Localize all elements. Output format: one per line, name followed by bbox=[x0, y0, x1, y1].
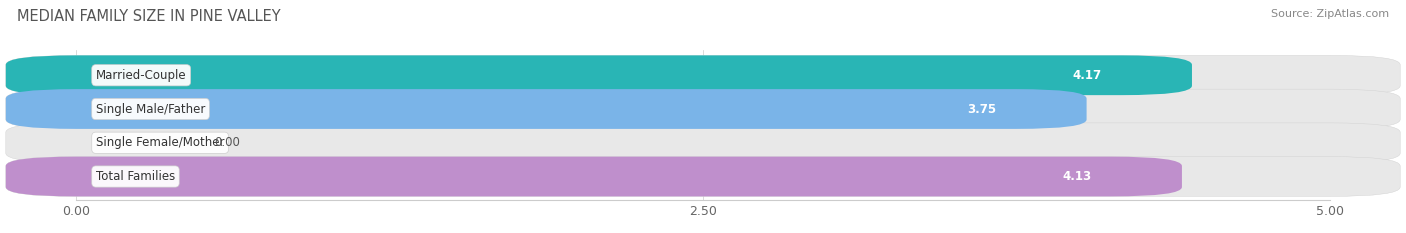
FancyBboxPatch shape bbox=[6, 157, 1182, 196]
Text: Total Families: Total Families bbox=[96, 170, 176, 183]
Text: MEDIAN FAMILY SIZE IN PINE VALLEY: MEDIAN FAMILY SIZE IN PINE VALLEY bbox=[17, 9, 281, 24]
Text: Single Male/Father: Single Male/Father bbox=[96, 103, 205, 116]
FancyBboxPatch shape bbox=[6, 123, 1400, 163]
FancyBboxPatch shape bbox=[6, 157, 1400, 196]
Text: 4.13: 4.13 bbox=[1063, 170, 1092, 183]
Text: 0.00: 0.00 bbox=[214, 136, 239, 149]
Text: Single Female/Mother: Single Female/Mother bbox=[96, 136, 225, 149]
Text: Source: ZipAtlas.com: Source: ZipAtlas.com bbox=[1271, 9, 1389, 19]
Text: 3.75: 3.75 bbox=[967, 103, 997, 116]
Text: Married-Couple: Married-Couple bbox=[96, 69, 187, 82]
Text: 4.17: 4.17 bbox=[1073, 69, 1102, 82]
FancyBboxPatch shape bbox=[6, 89, 1400, 129]
FancyBboxPatch shape bbox=[6, 89, 1087, 129]
FancyBboxPatch shape bbox=[6, 55, 1400, 95]
FancyBboxPatch shape bbox=[6, 55, 1192, 95]
